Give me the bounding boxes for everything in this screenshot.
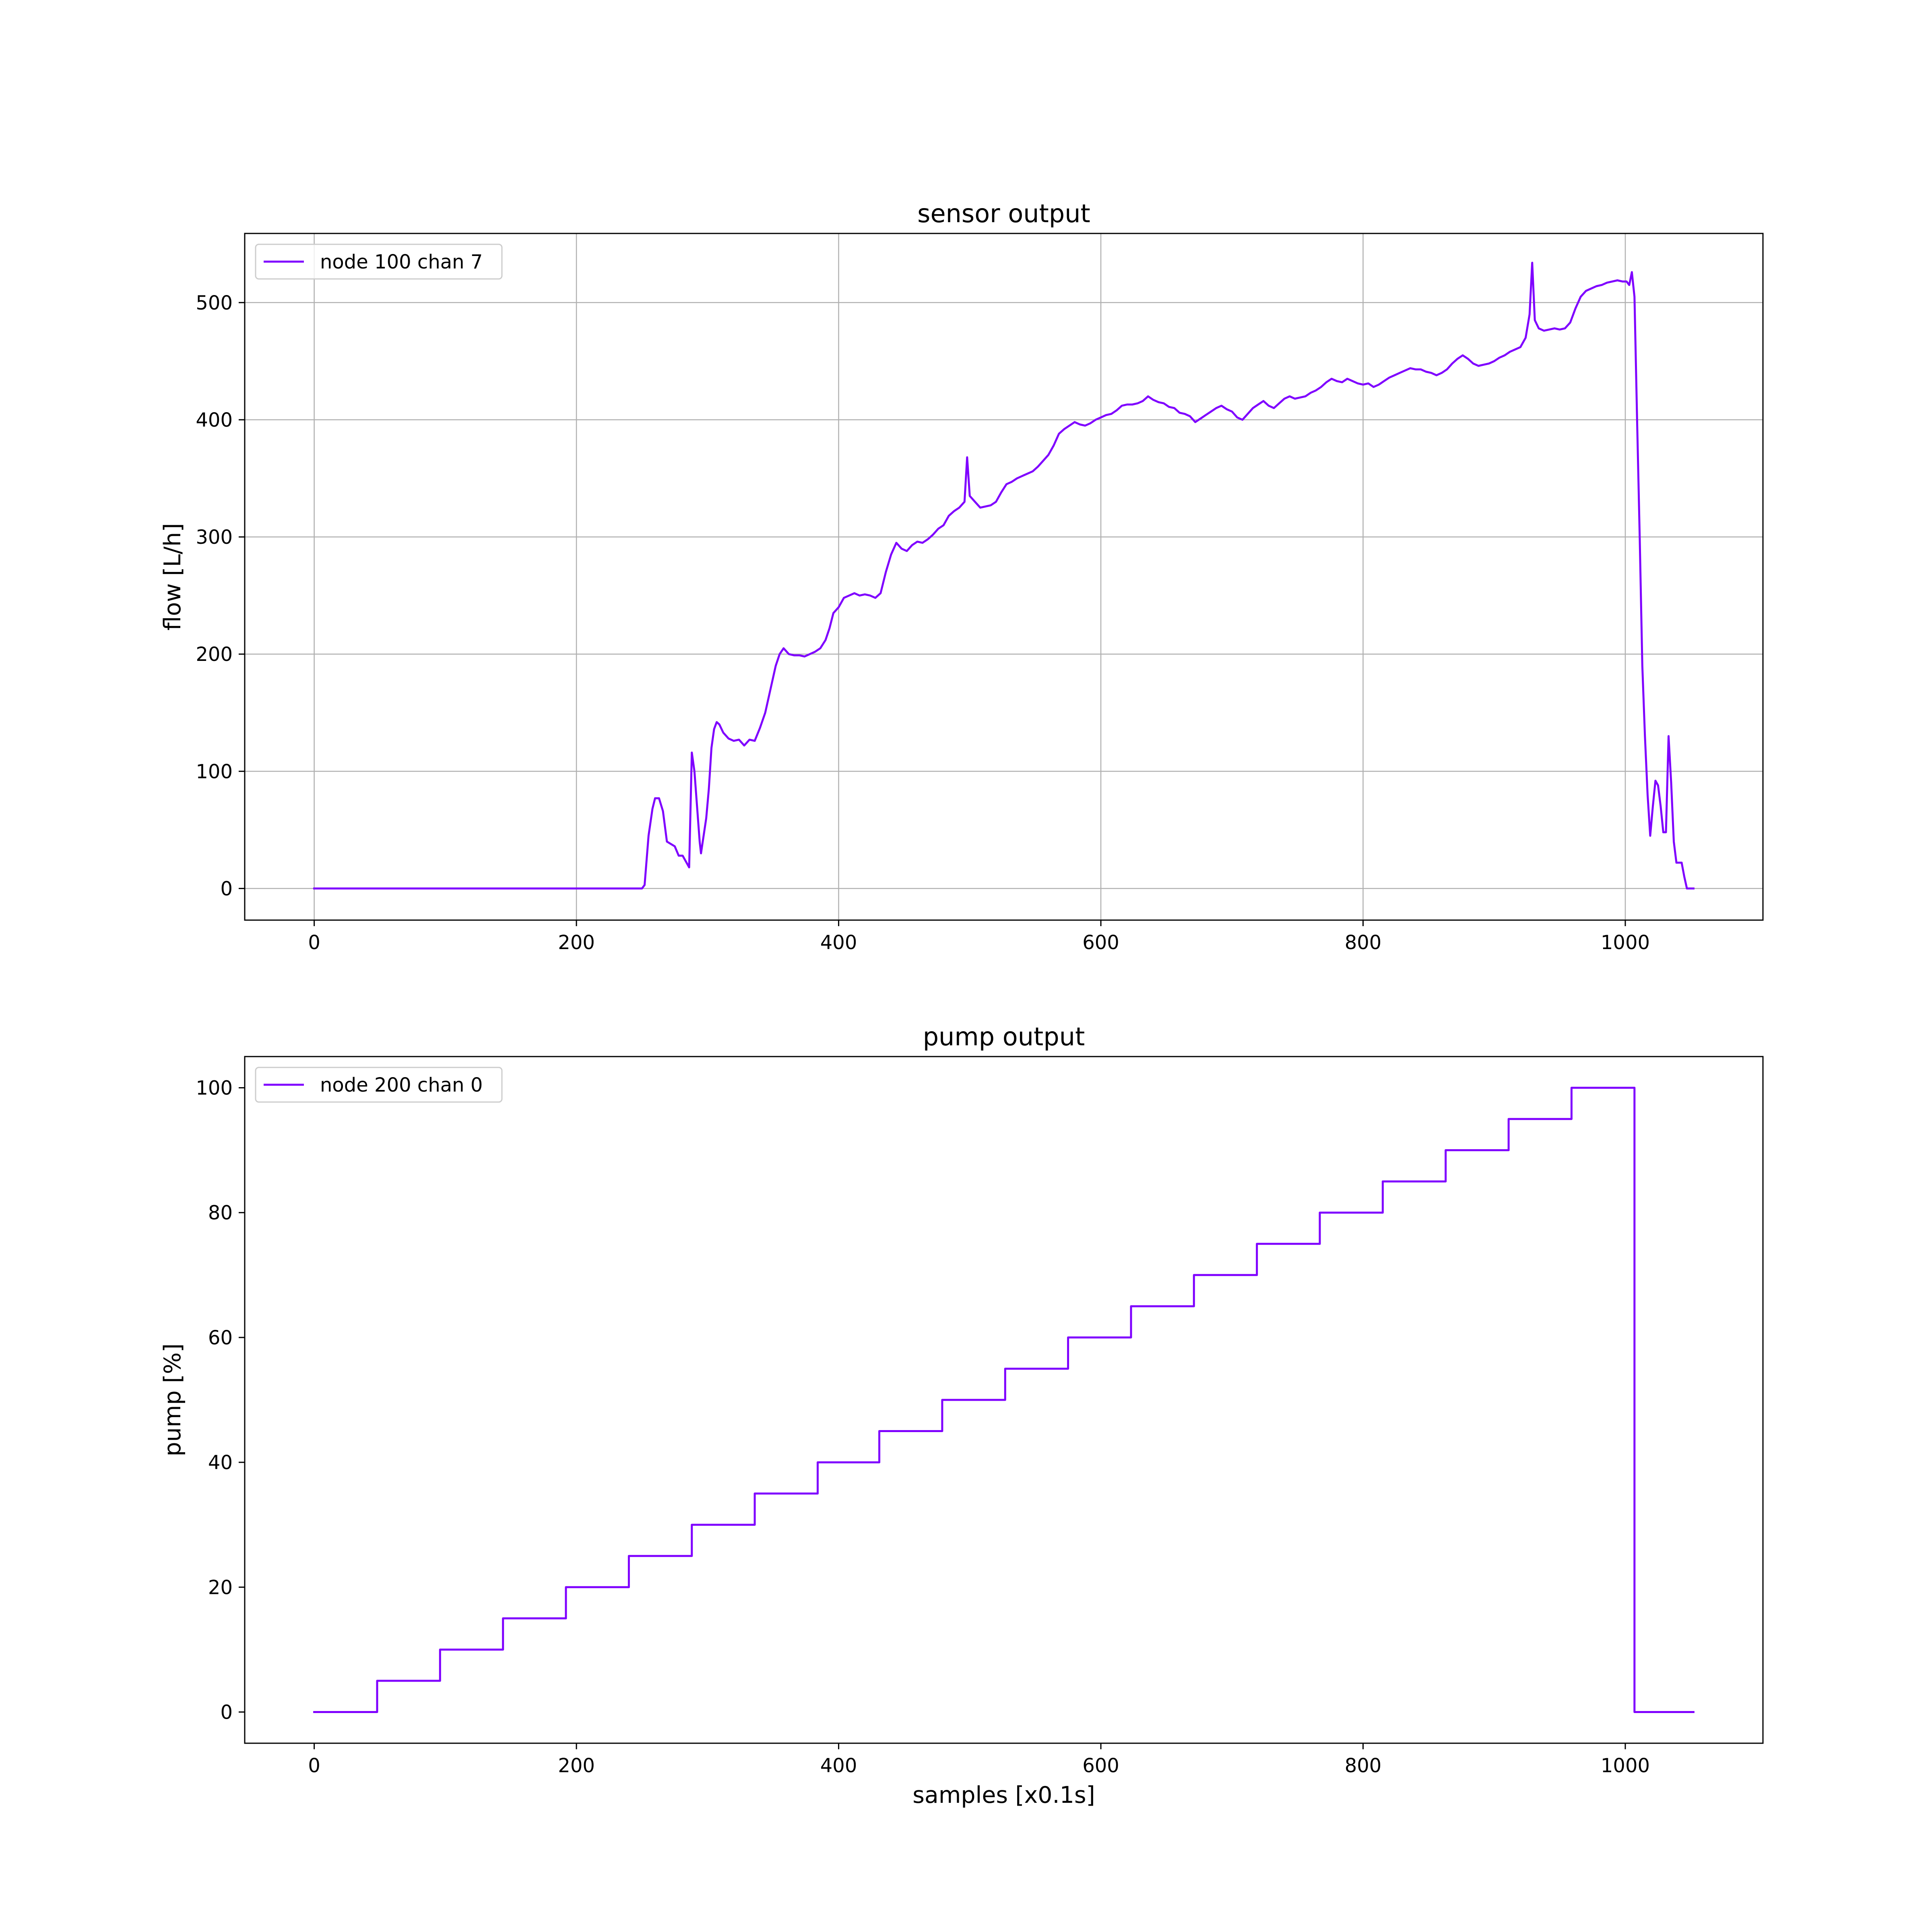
sensor-series-line-0 <box>313 262 1695 890</box>
pump-x-ticks: 0 200 400 600 800 1000 <box>308 1743 1650 1777</box>
sensor-y-tick-label: 0 <box>220 877 233 900</box>
pump-legend: node 200 chan 0 <box>255 1067 503 1103</box>
pump-y-tick-label: 20 <box>208 1576 233 1599</box>
sensor-x-tick-label: 400 <box>820 931 857 954</box>
sensor-x-tick-label: 800 <box>1345 931 1382 954</box>
pump-x-tick-label: 400 <box>820 1754 857 1777</box>
pump-y-tick-label: 60 <box>208 1327 233 1349</box>
pump-x-tick-label: 1000 <box>1601 1754 1650 1777</box>
sensor-x-tick-label: 200 <box>558 931 595 954</box>
sensor-legend-label: node 100 chan 7 <box>320 251 483 273</box>
pump-x-tick-label: 800 <box>1345 1754 1382 1777</box>
pump-legend-label: node 200 chan 0 <box>320 1074 483 1096</box>
pump-y-tick-label: 100 <box>196 1077 233 1100</box>
pump-x-tick-label: 200 <box>558 1754 595 1777</box>
pump-legend-box <box>255 1067 503 1103</box>
sensor-chart-title: sensor output <box>917 199 1090 228</box>
sensor-y-axis-label: flow [L/h] <box>159 523 186 630</box>
sensor-x-tick-label: 600 <box>1082 931 1119 954</box>
pump-x-tick-label: 0 <box>308 1754 320 1777</box>
sensor-y-ticks: 0 100 200 300 400 500 <box>196 292 245 900</box>
sensor-y-tick-label: 500 <box>196 292 233 314</box>
sensor-axes-frame <box>244 233 1764 921</box>
sensor-x-tick-label: 0 <box>308 931 320 954</box>
pump-x-tick-label: 600 <box>1082 1754 1119 1777</box>
pump-x-axis-label: samples [x0.1s] <box>912 1782 1095 1808</box>
pump-y-tick-label: 0 <box>220 1701 233 1724</box>
pump-output-chart: 0 200 400 600 800 1000 0 20 40 60 80 100 pump outp… <box>159 1022 1764 1808</box>
sensor-output-chart: 0 200 400 600 800 1000 0 100 200 300 400 500 senso… <box>159 199 1764 954</box>
pump-y-ticks: 0 20 40 60 80 100 <box>196 1077 245 1724</box>
sensor-y-tick-label: 200 <box>196 643 233 666</box>
sensor-y-tick-label: 400 <box>196 409 233 431</box>
sensor-x-ticks: 0 200 400 600 800 1000 <box>308 920 1650 954</box>
sensor-legend: node 100 chan 7 <box>255 244 503 280</box>
pump-y-tick-label: 40 <box>208 1451 233 1474</box>
pump-chart-title: pump output <box>923 1022 1085 1051</box>
sensor-y-tick-label: 100 <box>196 760 233 783</box>
pump-y-axis-label: pump [%] <box>159 1344 186 1457</box>
pump-y-tick-label: 80 <box>208 1202 233 1224</box>
sensor-y-tick-label: 300 <box>196 526 233 549</box>
sensor-legend-box <box>255 244 503 280</box>
pump-series-layer <box>313 1087 1695 1713</box>
pump-axes-frame <box>244 1056 1764 1744</box>
pump-series-line-0 <box>313 1087 1695 1713</box>
sensor-series-layer <box>313 262 1695 890</box>
sensor-x-tick-label: 1000 <box>1601 931 1650 954</box>
